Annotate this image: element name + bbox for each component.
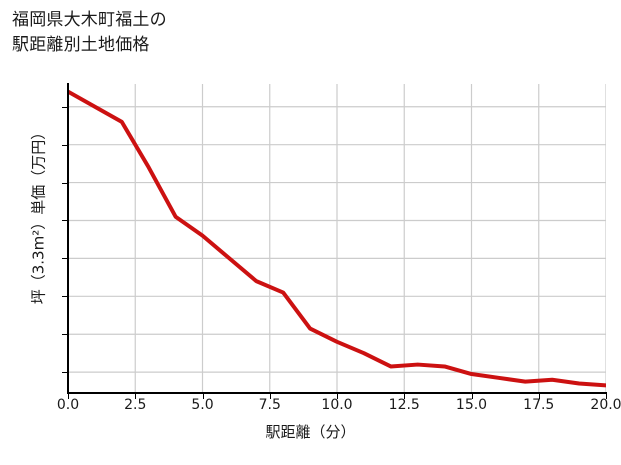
gridlines-vertical: [68, 84, 606, 393]
y-tick-mark: [62, 334, 67, 336]
x-tick-mark: [471, 394, 473, 399]
x-tick-mark: [538, 394, 540, 399]
y-tick-mark: [62, 106, 67, 108]
y-axis-label-wrap: 坪（3.3m²）単価（万円）: [8, 84, 48, 393]
x-tick-mark: [202, 394, 204, 399]
y-tick-mark: [62, 182, 67, 184]
x-tick-mark: [404, 394, 406, 399]
x-tick-label: 2.5: [124, 397, 147, 413]
x-tick-label: 15.0: [455, 397, 488, 413]
x-tick-mark: [68, 394, 69, 399]
chart-plot-svg: [68, 84, 606, 393]
x-axis-spine: [67, 392, 607, 394]
x-tick-mark: [337, 394, 338, 399]
y-tick-mark: [62, 372, 67, 374]
y-tick-mark: [62, 296, 67, 298]
x-tick-label: 17.5: [523, 397, 555, 413]
x-tick-mark: [606, 394, 607, 399]
x-tick-mark: [135, 394, 137, 399]
y-tick-mark: [62, 144, 67, 146]
price-line-series: [68, 89, 606, 388]
chart-title: 福岡県大木町福土の 駅距離別土地価格: [12, 10, 167, 55]
y-tick-mark: [62, 220, 67, 222]
plot-area: [68, 84, 606, 393]
x-tick-label: 7.5: [258, 397, 281, 413]
x-axis-label: 駅距離（分）: [265, 423, 356, 441]
y-tick-mark: [62, 258, 67, 260]
x-tick-label: 5.0: [191, 397, 214, 413]
y-axis-spine: [67, 83, 69, 394]
x-tick-label: 10.0: [321, 397, 353, 413]
x-tick-label: 0.0: [56, 397, 80, 413]
x-tick-label: 20.0: [590, 397, 621, 413]
x-tick-label: 12.5: [388, 397, 420, 413]
x-tick-mark: [269, 394, 271, 399]
y-axis-label: 坪（3.3m²）単価（万円）: [29, 124, 48, 305]
